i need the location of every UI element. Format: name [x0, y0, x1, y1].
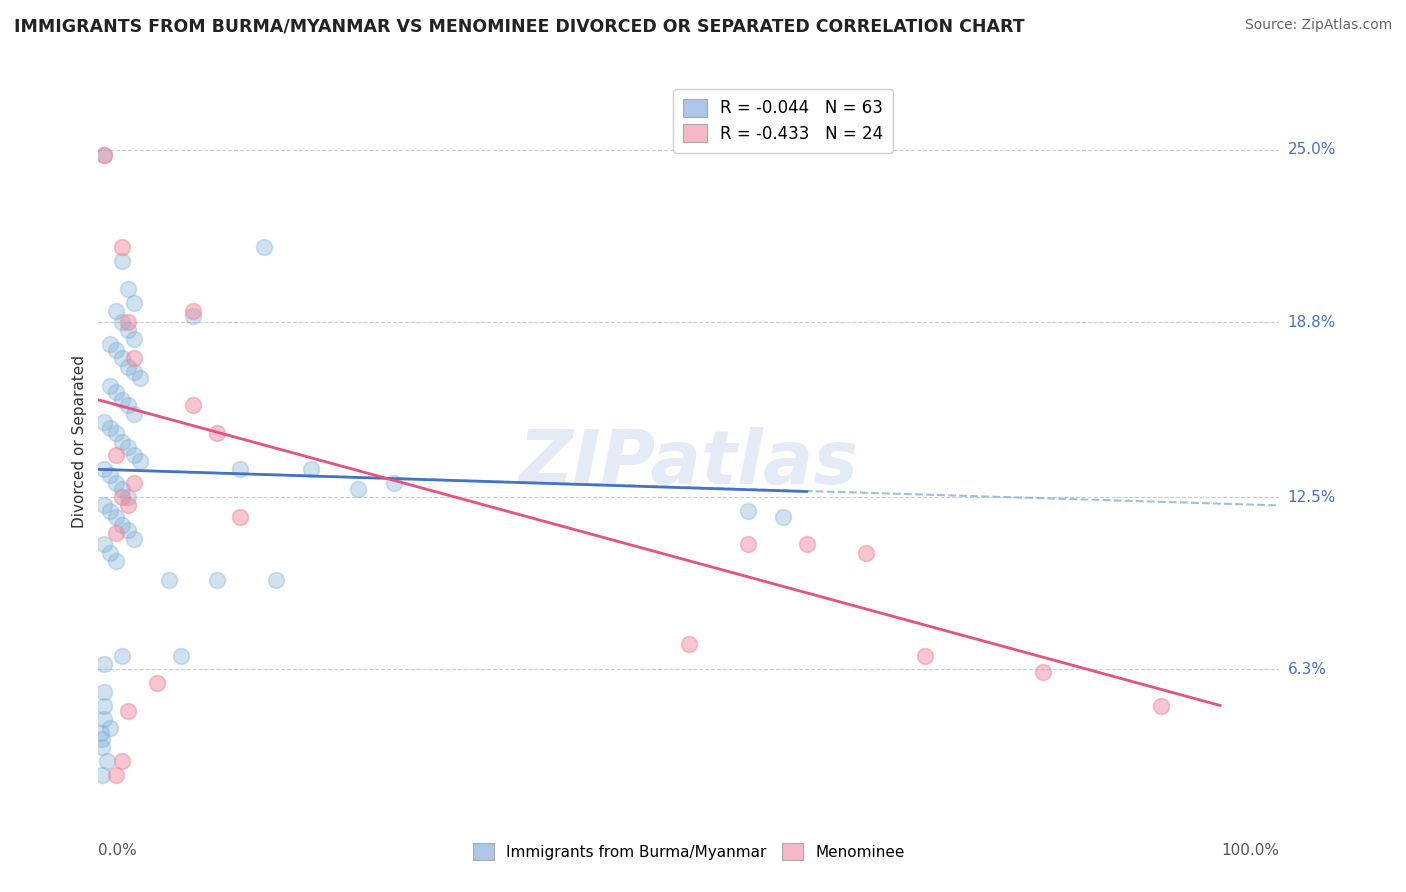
Point [93, 684, 115, 698]
Point [122, 351, 145, 366]
Point [111, 482, 134, 496]
Point [105, 476, 128, 491]
Point [796, 537, 818, 551]
Point [111, 434, 134, 449]
Point [117, 398, 139, 412]
Point [170, 648, 193, 663]
Point [111, 648, 134, 663]
Text: 25.0%: 25.0% [1288, 142, 1336, 157]
Y-axis label: Divorced or Separated: Divorced or Separated [72, 355, 87, 528]
Point [93, 537, 115, 551]
Point [117, 315, 139, 329]
Point [264, 574, 287, 588]
Point [117, 524, 139, 538]
Point [111, 392, 134, 407]
Point [105, 526, 128, 541]
Point [253, 240, 276, 254]
Point [105, 384, 128, 399]
Point [98, 420, 121, 434]
Point [111, 490, 134, 504]
Point [122, 365, 145, 379]
Point [914, 648, 936, 663]
Point [93, 499, 115, 513]
Point [737, 504, 759, 518]
Point [181, 304, 204, 318]
Point [105, 768, 128, 782]
Text: 6.3%: 6.3% [1288, 662, 1327, 677]
Point [105, 426, 128, 441]
Point [98, 379, 121, 393]
Point [98, 337, 121, 351]
Point [117, 282, 139, 296]
Point [117, 704, 139, 718]
Point [128, 454, 150, 468]
Point [122, 295, 145, 310]
Text: ZIPatlas: ZIPatlas [519, 426, 859, 500]
Point [93, 657, 115, 671]
Point [117, 440, 139, 454]
Point [91, 768, 114, 782]
Point [105, 509, 128, 524]
Point [91, 731, 114, 746]
Point [93, 148, 115, 162]
Point [205, 426, 228, 441]
Point [122, 449, 145, 463]
Point [122, 476, 145, 491]
Point [111, 754, 134, 768]
Point [98, 546, 121, 560]
Point [98, 467, 121, 482]
Point [98, 721, 121, 735]
Point [105, 304, 128, 318]
Point [122, 532, 145, 546]
Point [772, 509, 794, 524]
Point [678, 637, 700, 651]
Text: 18.8%: 18.8% [1288, 315, 1336, 329]
Point [855, 546, 877, 560]
Point [96, 754, 118, 768]
Point [117, 490, 139, 504]
Point [91, 740, 114, 755]
Text: Source: ZipAtlas.com: Source: ZipAtlas.com [1244, 18, 1392, 32]
Text: 0.0%: 0.0% [98, 843, 138, 857]
Point [90, 726, 112, 740]
Point [382, 476, 405, 491]
Point [93, 415, 115, 429]
Point [737, 537, 759, 551]
Point [111, 315, 134, 329]
Point [93, 148, 115, 162]
Point [299, 462, 322, 476]
Point [181, 310, 204, 324]
Legend: Immigrants from Burma/Myanmar, Menominee: Immigrants from Burma/Myanmar, Menominee [465, 836, 912, 867]
Point [111, 351, 134, 366]
Point [93, 462, 115, 476]
Point [111, 517, 134, 532]
Point [105, 554, 128, 568]
Point [117, 359, 139, 374]
Point [1032, 665, 1054, 680]
Point [105, 343, 128, 357]
Point [157, 574, 180, 588]
Text: 12.5%: 12.5% [1288, 490, 1336, 505]
Point [111, 254, 134, 268]
Point [98, 504, 121, 518]
Text: 100.0%: 100.0% [1222, 843, 1279, 857]
Point [111, 240, 134, 254]
Point [117, 323, 139, 337]
Point [146, 676, 169, 690]
Point [1150, 698, 1173, 713]
Point [128, 370, 150, 384]
Point [117, 499, 139, 513]
Point [105, 449, 128, 463]
Point [93, 698, 115, 713]
Point [347, 482, 370, 496]
Point [229, 462, 252, 476]
Point [122, 332, 145, 346]
Point [205, 574, 228, 588]
Point [122, 407, 145, 421]
Point [93, 713, 115, 727]
Point [181, 398, 204, 412]
Point [229, 509, 252, 524]
Text: IMMIGRANTS FROM BURMA/MYANMAR VS MENOMINEE DIVORCED OR SEPARATED CORRELATION CHA: IMMIGRANTS FROM BURMA/MYANMAR VS MENOMIN… [14, 18, 1025, 36]
